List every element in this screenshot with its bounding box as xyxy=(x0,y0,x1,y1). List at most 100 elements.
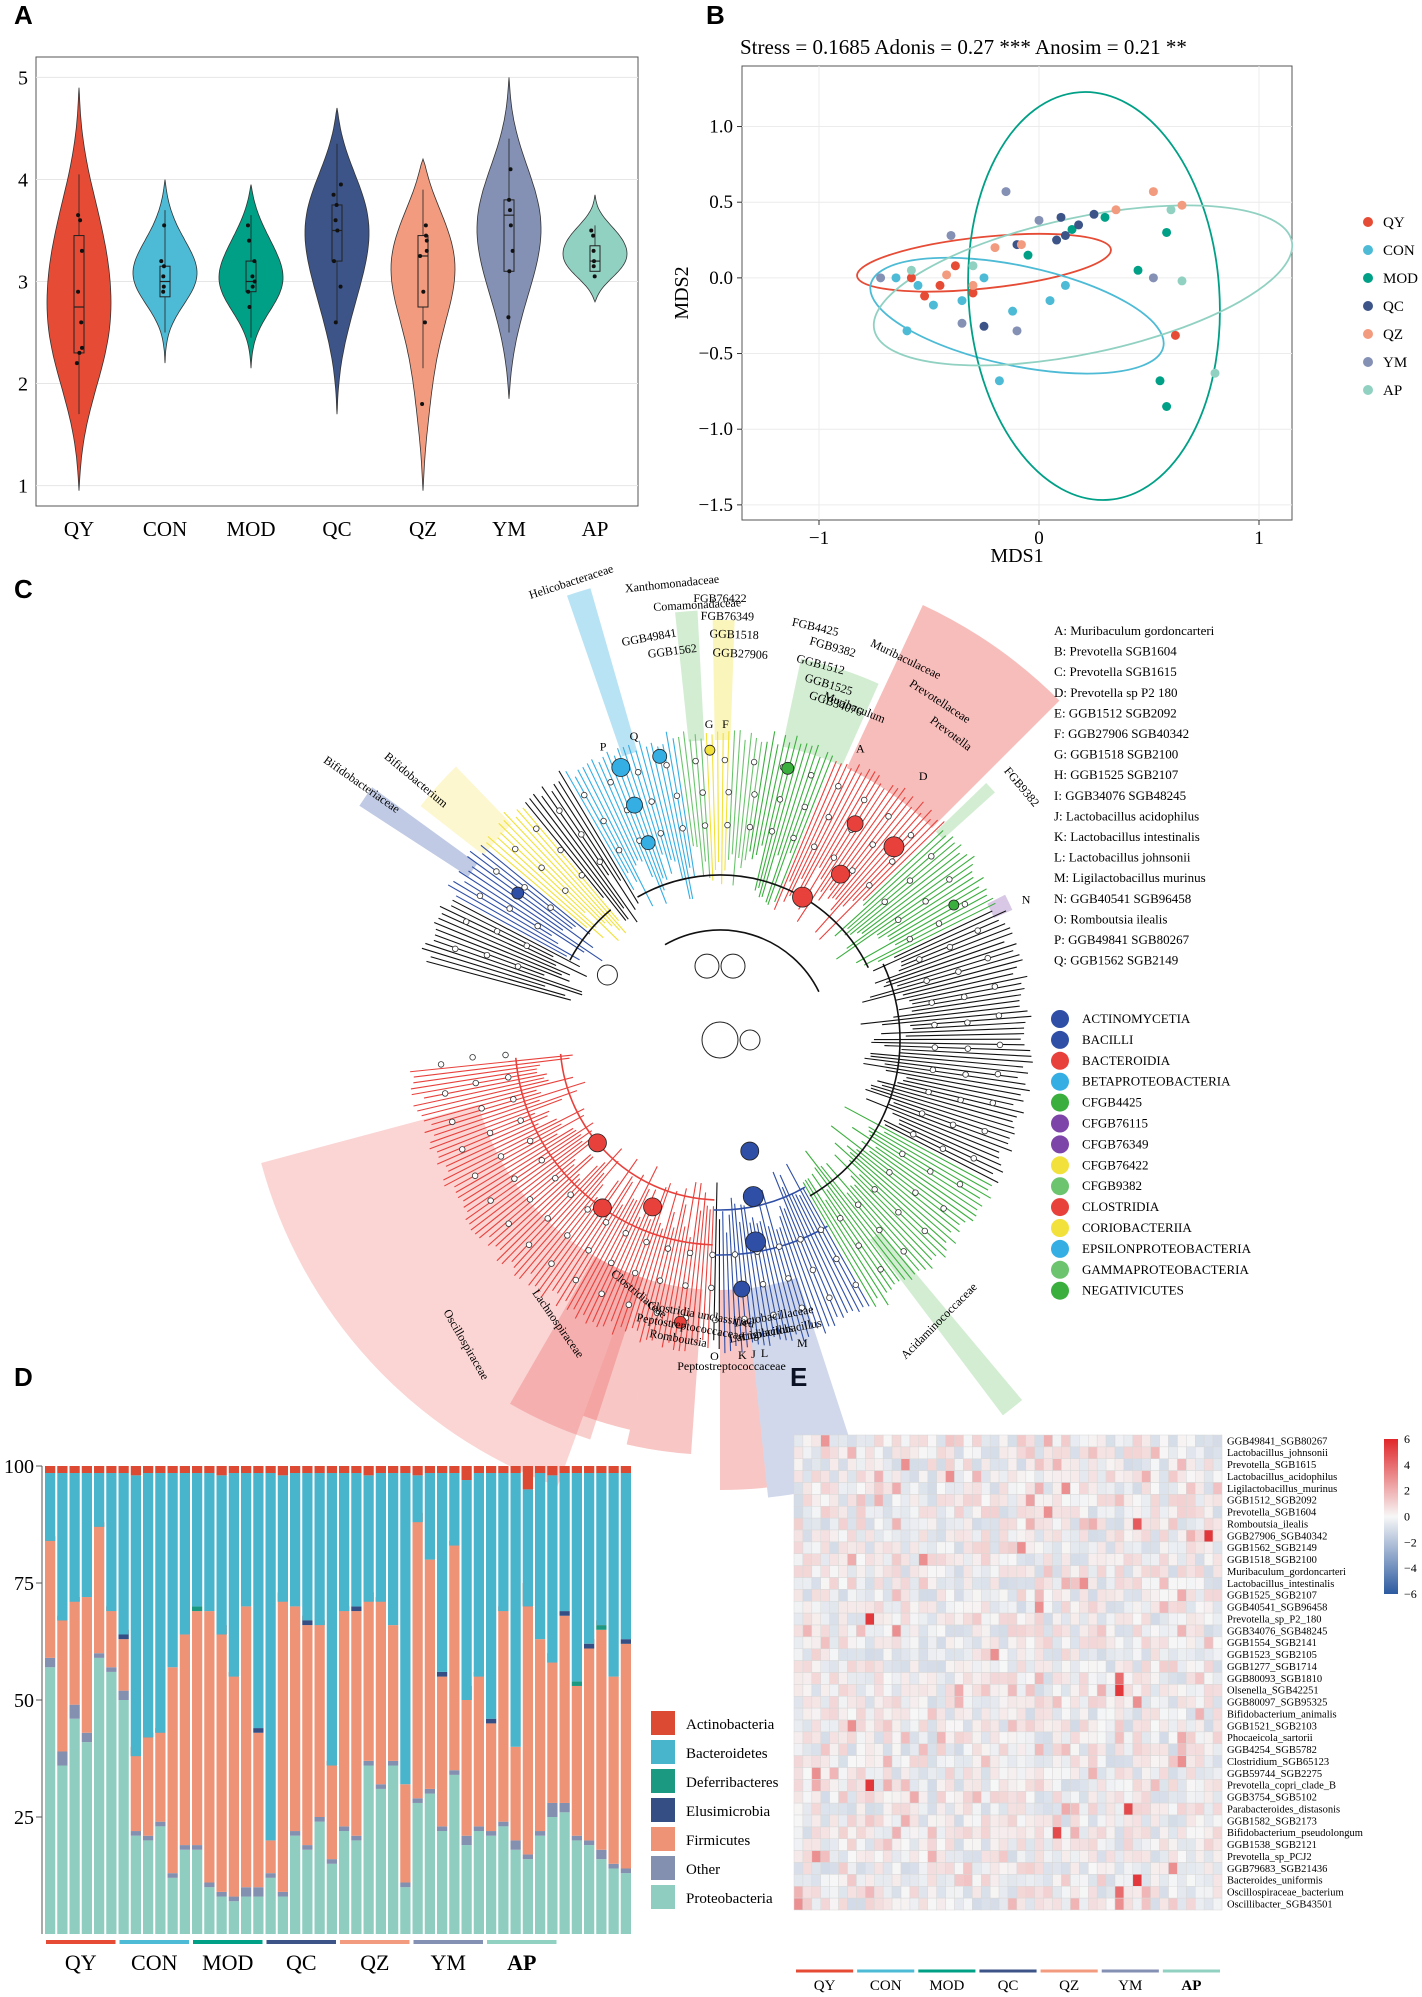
heatmap-cell xyxy=(811,1577,821,1590)
bar-segment-other xyxy=(498,1821,509,1827)
tree-leaf xyxy=(532,793,629,920)
heatmap-cell xyxy=(820,1874,830,1887)
heatmap-cell xyxy=(847,1446,857,1459)
tree-leaf xyxy=(441,913,557,966)
heatmap-cell xyxy=(954,1897,964,1911)
heatmap-cell xyxy=(927,1565,937,1578)
heatmap-cell xyxy=(1025,1791,1036,1804)
heatmap-cell xyxy=(793,1636,804,1649)
heatmap-cell xyxy=(1061,1767,1071,1780)
data-point xyxy=(508,223,513,228)
heatmap-cell xyxy=(856,1791,866,1804)
heatmap-cell xyxy=(1088,1767,1098,1780)
heatmap-cell xyxy=(1025,1482,1036,1495)
heatmap-cell xyxy=(1203,1719,1214,1733)
heatmap-cell xyxy=(1195,1624,1205,1638)
heatmap-cell xyxy=(1141,1719,1151,1733)
tree-branch xyxy=(569,909,612,961)
heatmap-cell xyxy=(1096,1719,1107,1733)
heatmap-cell xyxy=(882,1506,893,1519)
heatmap-cell xyxy=(1203,1482,1214,1495)
heatmap-cell xyxy=(998,1458,1009,1471)
heatmap-cell xyxy=(1159,1446,1169,1459)
legend-label-qy: QY xyxy=(1383,215,1405,231)
tree-leaf xyxy=(798,772,863,892)
heatmap-cell xyxy=(998,1601,1009,1614)
x-tick-label: −1 xyxy=(809,528,829,549)
heatmap-cell xyxy=(918,1648,928,1661)
heatmap-cell xyxy=(865,1850,875,1863)
heatmap-cell xyxy=(891,1529,902,1543)
tree-leaf xyxy=(421,1076,574,1117)
heatmap-cell xyxy=(1159,1862,1169,1875)
row-label: GGB4254_SGB5782 xyxy=(1227,1745,1317,1756)
heatmap-cell xyxy=(793,1624,804,1638)
heatmap-cell xyxy=(874,1862,884,1875)
heatmap-cell xyxy=(1025,1624,1036,1638)
root-node xyxy=(701,1021,739,1059)
heatmap-cell xyxy=(927,1541,937,1554)
heatmap-cell xyxy=(1203,1897,1214,1911)
heatmap-cell xyxy=(820,1791,830,1804)
heatmap-cell xyxy=(1114,1672,1125,1685)
bar-segment-actinobacteria xyxy=(265,1466,276,1474)
heatmap-cell xyxy=(1150,1589,1160,1602)
tree-node xyxy=(809,1266,817,1274)
heatmap-cell xyxy=(1070,1838,1080,1851)
heatmap-cell xyxy=(829,1862,839,1875)
heatmap-cell xyxy=(1070,1660,1080,1673)
heatmap-cell xyxy=(838,1731,848,1744)
tree-node xyxy=(472,1079,479,1087)
bar-segment-other xyxy=(522,1854,533,1860)
tree-leaf xyxy=(470,1135,595,1231)
heatmap-cell xyxy=(793,1767,804,1780)
heatmap-cell xyxy=(1186,1612,1196,1626)
heatmap-cell xyxy=(1168,1553,1178,1566)
heatmap-cell xyxy=(900,1684,911,1697)
heatmap-cell xyxy=(1070,1850,1080,1863)
heatmap-cell xyxy=(936,1719,946,1733)
tree-leaf xyxy=(555,1181,634,1307)
heatmap-cell xyxy=(1070,1517,1080,1531)
heatmap-cell xyxy=(820,1886,830,1899)
heatmap-cell xyxy=(900,1886,911,1899)
heatmap-cell xyxy=(820,1826,830,1839)
bar-segment-elusimicrobia xyxy=(253,1728,264,1733)
heatmap-cell xyxy=(1177,1446,1187,1459)
heatmap-cell xyxy=(802,1624,813,1638)
heatmap-cell xyxy=(1088,1838,1098,1851)
heatmap-cell xyxy=(1079,1791,1089,1804)
tree-node xyxy=(751,791,758,798)
point-qz xyxy=(1016,240,1026,250)
data-point xyxy=(338,284,343,289)
heatmap-cell xyxy=(793,1862,804,1875)
heatmap-cell xyxy=(1177,1648,1187,1661)
tree-node xyxy=(521,884,528,891)
heatmap-cell xyxy=(882,1874,893,1887)
heatmap-cell xyxy=(1105,1565,1116,1578)
stacked-bar-legend: ActinobacteriaBacteroidetesDeferribacter… xyxy=(651,1711,779,1909)
heatmap-cell xyxy=(1203,1541,1214,1554)
heatmap-cell xyxy=(900,1731,911,1744)
heatmap-cell xyxy=(1159,1648,1169,1661)
heatmap-cell xyxy=(981,1862,991,1875)
heatmap-cell xyxy=(793,1577,804,1590)
heatmap-cell xyxy=(793,1529,804,1543)
heatmap-cell xyxy=(1168,1529,1178,1543)
heatmap-cell xyxy=(1096,1886,1107,1899)
heatmap-cell xyxy=(1186,1458,1196,1471)
heatmap-cell xyxy=(963,1814,973,1828)
heatmap-cell xyxy=(1061,1577,1071,1590)
data-point xyxy=(246,289,251,294)
heatmap-cell xyxy=(847,1612,857,1626)
tree-leaf xyxy=(662,744,694,900)
heatmap-cell xyxy=(963,1791,973,1804)
heatmap-cell xyxy=(891,1601,902,1614)
bar-segment-firmicutes xyxy=(57,1620,68,1752)
heatmap-cell xyxy=(963,1826,973,1839)
node-letter: Q xyxy=(630,729,639,743)
heatmap-cell xyxy=(981,1517,991,1531)
tree-leaf xyxy=(883,1131,989,1191)
heatmap-cell xyxy=(891,1589,902,1602)
heatmap-cell xyxy=(793,1494,804,1507)
